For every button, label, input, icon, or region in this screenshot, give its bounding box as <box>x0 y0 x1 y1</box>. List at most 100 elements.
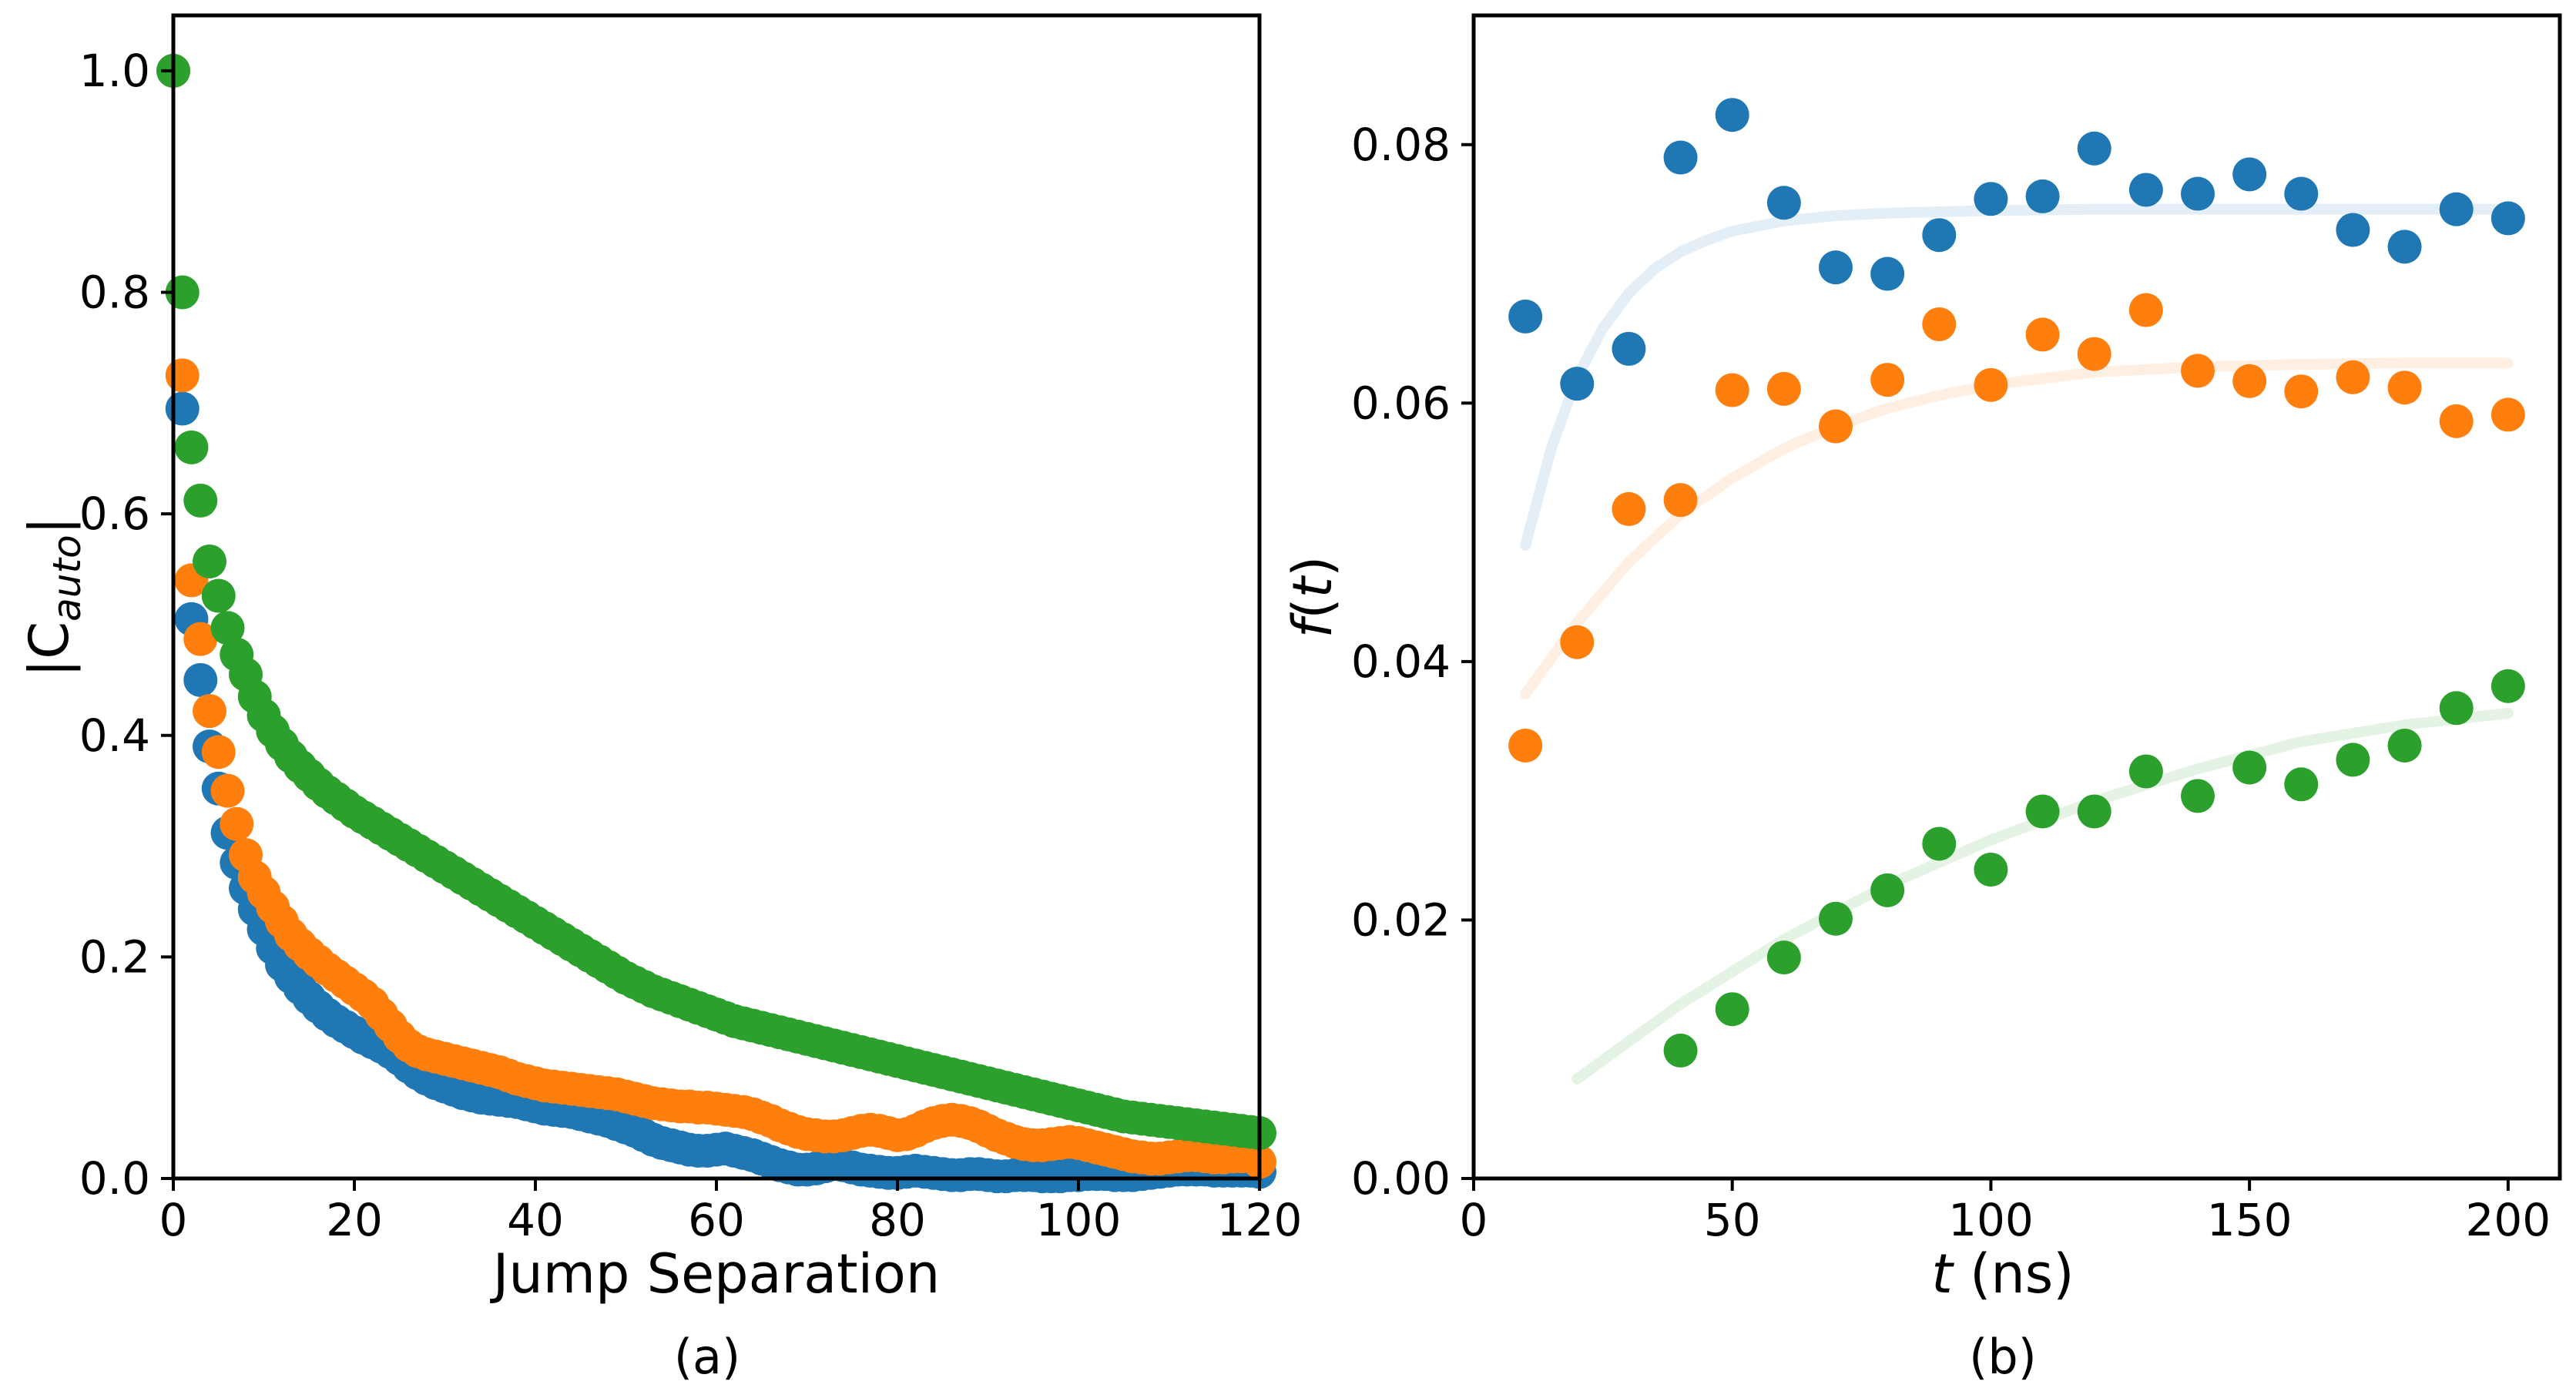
panel-b-point-green <box>2336 743 2370 777</box>
panel-a-point-blue <box>165 391 200 426</box>
panel-b-point-green <box>2439 691 2474 726</box>
panel-b-point-orange <box>2181 354 2215 388</box>
panel-b-ylabel-t: t <box>1281 575 1344 598</box>
panel-b-xtick-label: 200 <box>2465 1194 2551 1246</box>
panel-a-point-orange <box>183 622 218 656</box>
panel-b-xlabel-rest: (ns) <box>1953 1242 2075 1306</box>
panel-b-xlabel: t (ns) <box>1931 1242 2074 1306</box>
panel-b-point-green <box>2025 794 2060 829</box>
panel-a-xtick-label: 120 <box>1217 1194 1303 1246</box>
panel-b-series-blue <box>1508 98 2525 401</box>
panel-b-point-orange <box>2232 364 2267 398</box>
panel-b-caption: (b) <box>1969 1329 2037 1385</box>
panel-b-point-green <box>1819 901 1853 936</box>
panel-b-point-orange <box>2077 337 2111 371</box>
panel-a-point-orange <box>210 773 245 808</box>
panel-b-fit-orange <box>1520 357 2514 699</box>
panel-b-point-blue <box>1974 182 2008 216</box>
panel-a-series-green <box>156 53 1276 1151</box>
panel-a-xlabel: Jump Separation <box>490 1242 940 1306</box>
panel-a-ylabel: |Cauto| <box>18 517 89 678</box>
panel-b-point-green <box>2490 669 2525 703</box>
panel-a-ytick-label: 0.4 <box>79 709 150 762</box>
panel-b-point-blue <box>2439 192 2474 226</box>
panel-a-point-green <box>201 578 236 613</box>
panel-a-xtick-label: 40 <box>507 1194 564 1246</box>
panel-b-point-orange <box>1974 367 2008 402</box>
panel-b-point-blue <box>2336 213 2370 247</box>
panel-b-point-orange <box>2025 317 2060 352</box>
panel-b-point-blue <box>2025 179 2060 213</box>
panel-b-xtick-label: 50 <box>1704 1194 1761 1246</box>
panel-b-point-green <box>2284 767 2319 802</box>
panel-b-point-blue <box>2387 230 2422 264</box>
panel-b-point-green <box>1922 826 1957 861</box>
panel-b-point-blue <box>1663 140 1698 175</box>
panel-b-point-blue <box>1612 331 1646 366</box>
panel-b-point-orange <box>2490 397 2525 432</box>
panel-b-point-blue <box>1819 250 1853 285</box>
panel-b-ytick-label: 0.02 <box>1351 893 1451 946</box>
panel-b-point-green <box>1766 940 1801 975</box>
panel-a-point-blue <box>183 662 218 697</box>
panel-a-point-orange <box>201 735 236 769</box>
panel-b-series-green <box>1663 669 2525 1068</box>
panel-b-point-blue <box>2490 201 2525 236</box>
panel-b-point-orange <box>2284 374 2319 409</box>
panel-b-point-green <box>2232 750 2267 785</box>
panel-b-point-green <box>1870 873 1905 907</box>
panel-a-caption: (a) <box>674 1329 740 1385</box>
panel-b-point-blue <box>2232 157 2267 192</box>
panel-a-xtick-label: 60 <box>688 1194 745 1246</box>
panel-b-xtick-label: 0 <box>1460 1194 1488 1246</box>
panel-b-point-green <box>1663 1033 1698 1068</box>
panel-b-point-orange <box>1663 483 1698 518</box>
panel-b-point-orange <box>2128 293 2163 327</box>
panel-b-ylabel-close: ) <box>1281 556 1344 577</box>
panel-b-point-orange <box>1819 409 1853 444</box>
panel-b-point-blue <box>2181 176 2215 211</box>
panel-b-xtick-label: 150 <box>2207 1194 2293 1246</box>
panel-b-series-orange <box>1508 293 2525 763</box>
panel-a-point-orange <box>220 806 254 841</box>
panel-a-point-orange <box>193 694 226 729</box>
panel-a-ytick-label: 0.6 <box>79 488 150 540</box>
panel-b-point-orange <box>2336 360 2370 394</box>
panel-b-ticks: 0 50 100 150 200 0.00 0.02 0.04 0.06 0.08 <box>1351 119 2551 1246</box>
panel-b-point-orange <box>1922 307 1957 341</box>
panel-a-ylabel-sub: auto <box>45 535 89 622</box>
panel-b-data-points <box>1508 98 2525 1068</box>
panel-b-ytick-label: 0.00 <box>1351 1152 1451 1205</box>
panel-b-point-orange <box>1508 728 1543 763</box>
panel-b-fit-curves <box>1520 203 2514 1085</box>
panel-b-point-blue <box>1766 186 1801 220</box>
panel-b-point-orange <box>1715 373 1749 407</box>
panel-b-point-blue <box>1560 367 1595 401</box>
panel-b-point-green <box>1974 853 2008 887</box>
panel-a-ytick-label: 0.0 <box>79 1152 150 1205</box>
panel-b-point-orange <box>1560 625 1595 659</box>
panel-b-point-orange <box>1612 491 1646 526</box>
panel-b-point-green <box>2128 754 2163 789</box>
panel-a-point-green <box>183 483 218 518</box>
panel-a-point-green <box>174 430 209 464</box>
panel-b-point-green <box>2387 728 2422 763</box>
panel-a-xtick-label: 100 <box>1036 1194 1122 1246</box>
panel-b-point-orange <box>1870 363 1905 397</box>
panel-b-point-blue <box>2128 173 2163 207</box>
panel-b-point-green <box>2181 779 2215 813</box>
panel-a-point-green <box>210 611 245 645</box>
panel-b-point-green <box>2077 794 2111 829</box>
panel-b-axes-frame <box>1471 13 2562 1181</box>
panel-b-point-blue <box>2077 131 2111 166</box>
panel-a-series-orange <box>156 53 1276 1179</box>
panel-a-point-orange <box>165 358 200 393</box>
panel-b-point-blue <box>1715 98 1749 132</box>
panel-a-point-green <box>193 544 226 578</box>
panel-b-point-blue <box>1870 256 1905 291</box>
panel-a-xtick-label: 80 <box>869 1194 926 1246</box>
panel-b-ytick-label: 0.04 <box>1351 635 1451 688</box>
panel-a: 0 20 40 60 80 100 120 0.0 0.2 0.4 0.6 0.8 1.0 Jump S… <box>18 13 1303 1385</box>
